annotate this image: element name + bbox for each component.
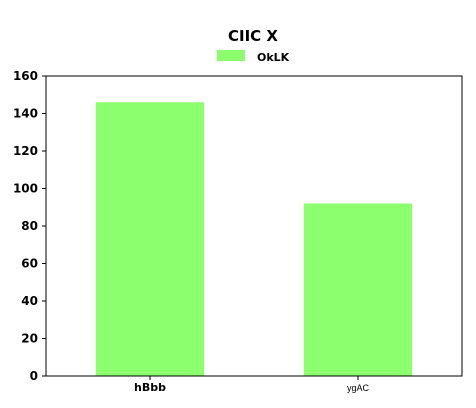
y-tick-label: 100 [13,182,38,196]
y-tick-label: 80 [21,219,38,233]
bar-group [95,102,413,376]
y-tick-label: 120 [13,144,38,158]
x-axis: hBbb ygAC [134,376,370,394]
chart-title: CIIC X [228,27,278,45]
bar-hBbb [95,102,205,376]
y-tick-label: 60 [21,257,38,271]
plot-frame [45,75,463,377]
y-tick-label: 40 [21,294,38,308]
x-tick-label: ygAC [347,383,370,393]
y-tick-label: 160 [13,69,38,83]
legend: OkLK [217,50,290,64]
y-axis: 0 20 40 60 80 100 120 140 160 [13,69,46,383]
y-tick-label: 20 [21,332,38,346]
legend-swatch [217,50,245,61]
y-tick-label: 0 [30,369,38,383]
legend-label: OkLK [257,51,290,64]
bar-ygAC [303,203,413,376]
y-tick-label: 140 [13,107,38,121]
x-tick-label: hBbb [134,381,166,394]
